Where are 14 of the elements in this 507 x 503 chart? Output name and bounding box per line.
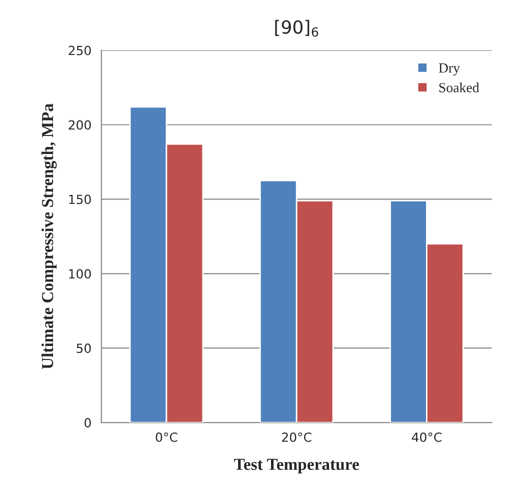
x-tick-label: 0°C	[156, 432, 178, 442]
y-axis-title: Ultimate Compressive Strength, MPa	[41, 104, 57, 370]
legend-label: Soaked	[439, 82, 480, 92]
y-tick-label: 200	[68, 120, 91, 130]
chart-title: [90]$_{6}$	[275, 20, 318, 37]
x-axis-title: Test Temperature	[234, 458, 359, 474]
y-tick-label: 150	[69, 194, 91, 204]
x-tick-label: 40°C	[412, 432, 442, 442]
y-tick-label: 0	[84, 418, 91, 428]
y-tick-label: 250	[68, 46, 91, 56]
legend-label: Dry	[438, 63, 460, 76]
y-tick-label: 100	[69, 269, 91, 279]
y-tick-label: 50	[76, 344, 91, 354]
x-tick-label: 20°C	[282, 432, 312, 442]
